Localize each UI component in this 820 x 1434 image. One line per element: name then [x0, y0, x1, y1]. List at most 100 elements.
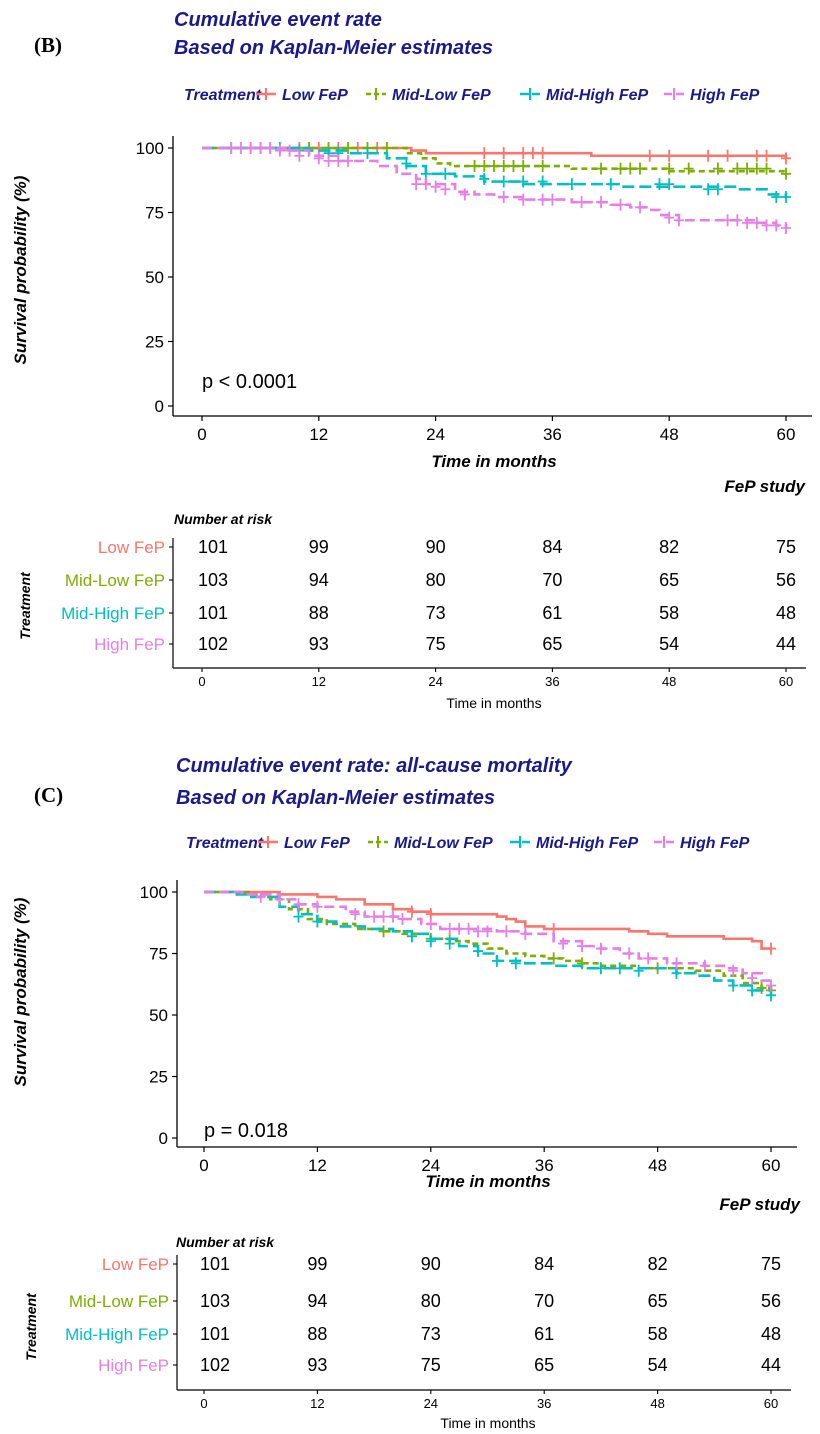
series-line-low-fep [204, 890, 771, 950]
censor-mark-high-fep [459, 188, 470, 201]
censor-mark-mid-high-fep [703, 183, 714, 196]
censor-mark-mid-high-fep [312, 915, 323, 928]
censor-mark-mid-low-fep [548, 952, 559, 965]
censor-mark-high-fep [378, 910, 389, 923]
censor-mark-mid-high-fep [473, 945, 484, 958]
censor-mark-high-fep [664, 211, 675, 224]
chart-title: Cumulative event rate [174, 9, 382, 31]
legend-title: Treatment [184, 87, 262, 104]
censor-mark-high-fep [255, 890, 266, 903]
censor-mark-high-fep [595, 942, 606, 955]
risk-cell: 101 [198, 603, 228, 623]
legend-label: Mid-High FeP [536, 835, 639, 852]
risk-cell: 61 [542, 603, 562, 623]
censor-mark-mid-high-fep [518, 175, 529, 188]
risk-axis-title: Treatment [23, 1292, 39, 1361]
censor-mark-low-fep [751, 149, 762, 162]
risk-row-label-low-fep: Low FeP [98, 538, 165, 557]
legend-label: High FeP [690, 87, 760, 104]
censor-mark-mid-low-fep [742, 162, 753, 175]
censor-mark-low-fep [722, 149, 733, 162]
censor-mark-low-fep [406, 905, 417, 918]
censor-mark-high-fep [728, 964, 739, 977]
risk-cell: 65 [659, 570, 679, 590]
censor-mark-mid-low-fep [378, 925, 389, 938]
censor-mark-high-fep [323, 154, 334, 167]
censor-mark-high-fep [766, 979, 776, 992]
km-figure-c: (C) Cumulative event rate: all-cause mor… [11, 755, 802, 1431]
risk-x-tick-label: 60 [779, 674, 793, 689]
censor-mark-high-fep [255, 142, 266, 154]
y-tick-label: 50 [145, 268, 164, 287]
censor-mark-high-fep [274, 144, 285, 157]
censor-mark-mid-high-fep [425, 935, 436, 948]
censor-mark-high-fep [333, 154, 344, 167]
risk-cell: 88 [309, 603, 329, 623]
risk-x-tick-label: 0 [200, 1396, 207, 1411]
censor-mark-high-fep [771, 219, 782, 232]
risk-cell: 90 [426, 537, 446, 557]
risk-cell: 56 [776, 570, 796, 590]
censor-mark-high-fep [369, 910, 380, 923]
censor-mark-high-fep [596, 196, 607, 209]
censor-mark-mid-high-fep [537, 175, 548, 188]
censor-mark-mid-low-fep [469, 160, 480, 173]
censor-mark-mid-high-fep [781, 191, 791, 204]
censor-mark-high-fep [699, 959, 710, 972]
censor-mark-mid-low-fep [751, 162, 762, 175]
risk-cell: 88 [307, 1324, 327, 1344]
legend-item-mid-low-fep: Mid-Low FeP [368, 835, 493, 852]
risk-cell: 54 [648, 1355, 668, 1375]
censor-mark-mid-low-fep [625, 162, 636, 175]
risk-cell: 75 [776, 537, 796, 557]
censor-mark-low-fep [766, 942, 776, 955]
censor-mark-mid-low-fep [343, 142, 353, 154]
legend-item-low-fep: Low FeP [256, 87, 348, 104]
censor-mark-low-fep [518, 147, 529, 160]
risk-cell: 75 [421, 1355, 441, 1375]
series-line-mid-high-fep [204, 890, 773, 996]
censor-mark-mid-low-fep [664, 162, 675, 175]
risk-table-title: Number at risk [176, 1234, 275, 1250]
censor-mark-mid-low-fep [615, 162, 626, 175]
censor-mark-high-fep [751, 216, 762, 229]
censor-mark-high-fep [293, 898, 304, 911]
legend-label: Low FeP [284, 835, 350, 852]
censor-mark-mid-high-fep [566, 178, 577, 191]
y-tick-label: 75 [149, 945, 168, 964]
risk-row-label-low-fep: Low FeP [102, 1255, 169, 1274]
risk-cell: 54 [659, 634, 679, 654]
risk-cell: 70 [542, 570, 562, 590]
risk-table: Low FeP 101 99 90 84 82 75 Mid-Low FeP 103 94 80 70… [61, 537, 806, 689]
risk-cell: 75 [761, 1254, 781, 1274]
censor-mark-high-fep [747, 972, 758, 985]
x-tick-label: 60 [777, 425, 796, 444]
censor-mark-mid-low-fep [683, 162, 694, 175]
censor-mark-high-fep [673, 214, 684, 227]
censor-mark-mid-low-fep [756, 981, 767, 994]
censor-mark-mid-high-fep [664, 178, 675, 191]
x-axis-title: Time in months [431, 452, 556, 471]
risk-cell: 94 [309, 570, 329, 590]
censor-mark-high-fep [498, 191, 509, 204]
chart-title: Cumulative event rate: all-cause mortali… [176, 755, 573, 777]
censor-mark-mid-low-fep [596, 162, 607, 175]
risk-cell: 102 [198, 634, 228, 654]
risk-cell: 103 [200, 1291, 230, 1311]
censor-mark-low-fep [703, 149, 714, 162]
censor-mark-mid-high-fep [595, 962, 606, 975]
risk-x-tick-label: 36 [545, 674, 559, 689]
caption: FeP study [724, 477, 806, 496]
censor-mark-mid-low-fep [761, 162, 772, 175]
censor-mark-mid-high-fep [747, 984, 758, 997]
censor-mark-high-fep [615, 198, 626, 211]
km-figure-b: (B) Cumulative event rate Based on Kapla… [11, 9, 812, 711]
censor-mark-high-fep [635, 201, 645, 214]
censor-mark-high-fep [430, 180, 441, 193]
risk-cell: 44 [776, 634, 796, 654]
legend-item-mid-high-fep: Mid-High FeP [520, 87, 649, 104]
figure-c: (C) Cumulative event rate: all-cause mor… [0, 717, 820, 1434]
censor-mark-low-fep [537, 147, 548, 160]
censor-mark-mid-high-fep [633, 964, 644, 977]
censor-mark-mid-low-fep [508, 160, 519, 173]
